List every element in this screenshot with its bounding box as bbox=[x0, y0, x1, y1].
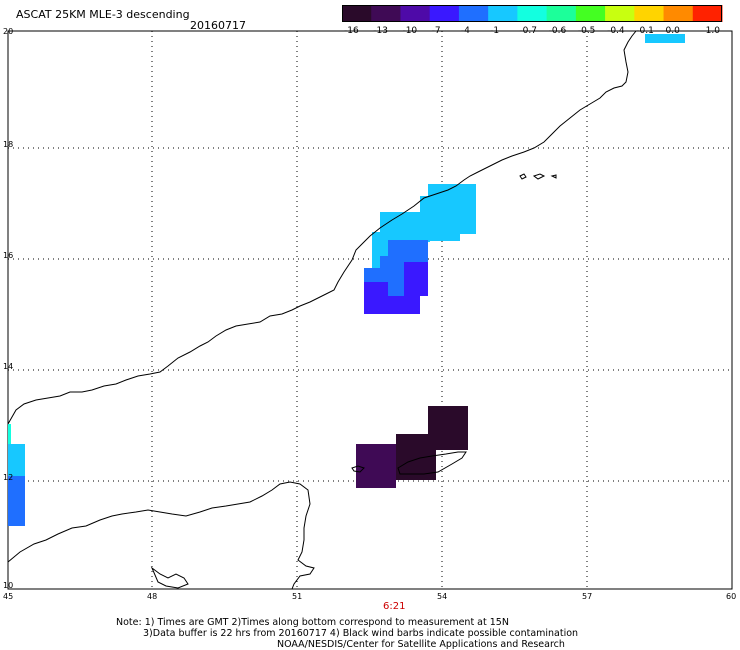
coast-islet bbox=[150, 566, 189, 589]
colorbar-swatch bbox=[663, 5, 694, 22]
colorbar-swatch bbox=[605, 5, 635, 22]
time-label: 6:21 bbox=[383, 601, 406, 612]
colorbar-label: -0.4 bbox=[607, 26, 625, 36]
colorbar-swatch bbox=[429, 5, 460, 22]
colorbar-label: -0.7 bbox=[519, 26, 537, 36]
x-tick-48: 48 bbox=[147, 592, 158, 601]
colorbar-swatch bbox=[400, 5, 431, 22]
colorbar-label: -10 bbox=[402, 26, 417, 36]
y-tick-16: 16 bbox=[3, 251, 14, 260]
x-tick-57: 57 bbox=[582, 592, 593, 601]
coastline-arabia bbox=[7, 30, 637, 425]
colorbar-swatch bbox=[371, 5, 401, 22]
data-swath-west bbox=[8, 424, 25, 526]
colorbar-swatches bbox=[342, 5, 723, 22]
x-tick-60: 60 bbox=[726, 592, 737, 601]
colorbar-label: -0.1 bbox=[636, 26, 654, 36]
colorbar-label: -4 bbox=[461, 26, 470, 36]
small-island bbox=[351, 465, 365, 473]
colorbar-swatch bbox=[546, 5, 577, 22]
colorbar-labels: -16 -13 -10 -7 -4 -1 -0.7 -0.6 -0.5 -0.4 -0.1 0.0 1.… bbox=[344, 26, 720, 36]
colorbar-swatch bbox=[634, 5, 665, 22]
kuria-muria-islands bbox=[519, 173, 557, 180]
colorbar-swatch bbox=[488, 5, 518, 22]
y-tick-20: 20 bbox=[3, 27, 14, 36]
colorbar-label: -13 bbox=[373, 26, 388, 36]
note-line-2: 3)Data buffer is 22 hrs from 20160717 4)… bbox=[143, 628, 579, 639]
colorbar-swatch bbox=[517, 5, 548, 22]
note-line-1: Note: 1) Times are GMT 2)Times along bot… bbox=[116, 617, 509, 628]
coastline-africa bbox=[7, 481, 315, 590]
colorbar-swatch bbox=[692, 5, 723, 22]
data-swath-top bbox=[645, 34, 685, 43]
colorbar-border bbox=[342, 5, 722, 22]
x-tick-54: 54 bbox=[437, 592, 448, 601]
colorbar-swatch bbox=[342, 5, 372, 22]
y-tick-14: 14 bbox=[3, 362, 14, 371]
lat-lon-grid bbox=[8, 31, 732, 589]
colorbar-label: -16 bbox=[344, 26, 359, 36]
x-tick-45: 45 bbox=[3, 592, 14, 601]
x-tick-51: 51 bbox=[292, 592, 303, 601]
colorbar: -16 -13 -10 -7 -4 -1 -0.7 -0.6 -0.5 -0.4 -0.1 0.0 1.… bbox=[342, 5, 723, 36]
data-swath-north bbox=[364, 184, 476, 314]
colorbar-label: -7 bbox=[432, 26, 441, 36]
y-tick-10: 10 bbox=[3, 581, 14, 590]
colorbar-label: -0.5 bbox=[578, 26, 596, 36]
colorbar-label: 0.0 bbox=[666, 26, 681, 36]
y-tick-12: 12 bbox=[3, 473, 14, 482]
map-title: ASCAT 25KM MLE-3 descending bbox=[16, 8, 190, 21]
colorbar-label: -0.6 bbox=[549, 26, 567, 36]
note-line-3: NOAA/NESDIS/Center for Satellite Applica… bbox=[277, 639, 565, 650]
colorbar-swatch bbox=[575, 5, 606, 22]
map-date: 20160717 bbox=[190, 19, 246, 32]
data-swath-south bbox=[356, 406, 468, 488]
colorbar-label: -1 bbox=[490, 26, 499, 36]
colorbar-label: 1.0 bbox=[706, 26, 721, 36]
colorbar-swatch bbox=[458, 5, 489, 22]
socotra-island bbox=[397, 451, 467, 475]
y-tick-18: 18 bbox=[3, 140, 14, 149]
